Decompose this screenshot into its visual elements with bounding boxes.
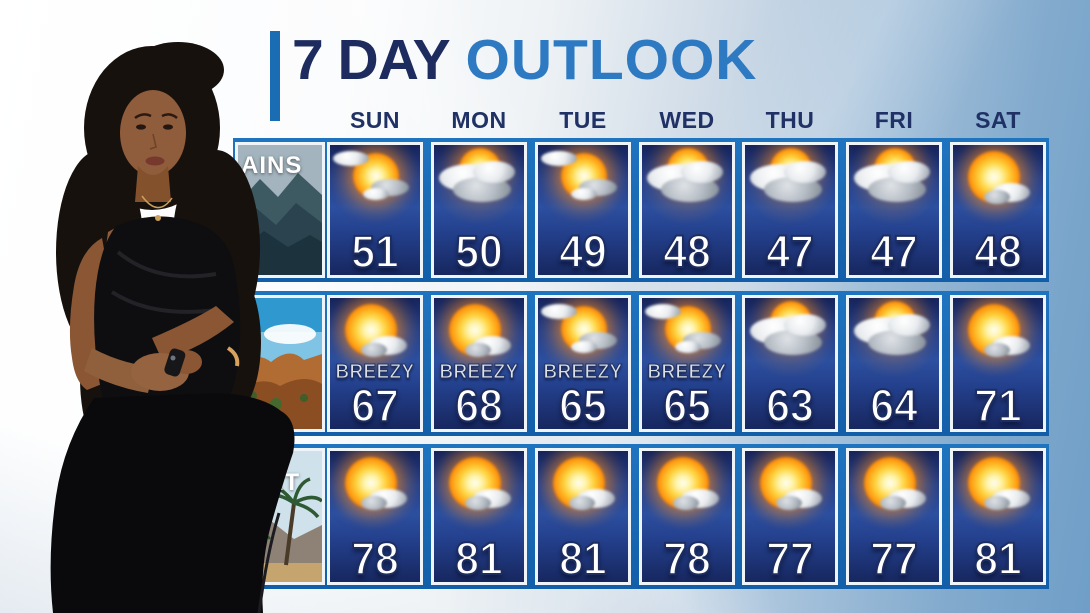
temperature-value: 77 <box>869 533 918 584</box>
forecast-cell: 47 <box>742 142 838 278</box>
day-header-sun: SUN <box>349 107 401 133</box>
weather-icon <box>330 298 420 377</box>
condition-badge: BREEZY <box>439 361 519 384</box>
temperature-value: 48 <box>973 226 1022 277</box>
temperature-value: 65 <box>662 380 711 431</box>
day-header-mon: MON <box>451 107 507 133</box>
temperature-value: 78 <box>662 533 711 584</box>
condition-badge: BREEZY <box>335 361 415 384</box>
weather-icon <box>538 451 628 530</box>
forecast-row-middle: BREEZY 67 BREEZY 68 BREEZY 65 BREEZY 65 … <box>233 291 1049 436</box>
presenter-pants <box>50 393 295 613</box>
title-accent-bar <box>270 31 280 121</box>
region-label-mountains: AINS <box>241 152 303 179</box>
weather-icon <box>538 145 628 224</box>
weather-icon <box>849 145 939 224</box>
presenter-ruffle <box>110 250 217 314</box>
weather-icon <box>745 145 835 224</box>
day-header-fri: FRI <box>874 107 914 133</box>
forecast-cell: 77 <box>846 448 942 585</box>
clicker-button <box>170 355 176 361</box>
day-header-thu: THU <box>765 107 815 133</box>
presenter-necklace <box>141 195 173 209</box>
weather-icon <box>953 451 1043 530</box>
forecast-cell: 63 <box>742 295 838 432</box>
forecast-row-desert: RT 78 81 81 78 77 77 <box>233 444 1049 589</box>
forecast-cell: 48 <box>639 142 735 278</box>
temperature-value: 47 <box>765 226 814 277</box>
temperature-value: 67 <box>350 380 399 431</box>
presenter-forearm-right <box>152 306 234 360</box>
forecast-cell: 78 <box>327 448 423 585</box>
temperature-value: 77 <box>765 533 814 584</box>
day-header-sat: SAT <box>975 107 1021 133</box>
weather-icon <box>330 451 420 530</box>
forecast-cell: 51 <box>327 142 423 278</box>
forecast-cell: 48 <box>950 142 1046 278</box>
forecast-cell: 50 <box>431 142 527 278</box>
forecast-cell: 77 <box>742 448 838 585</box>
weather-icon <box>434 145 524 224</box>
forecast-cell: 81 <box>535 448 631 585</box>
temperature-value: 63 <box>765 380 814 431</box>
weather-icon <box>538 298 628 377</box>
presenter-bracelet <box>226 346 240 367</box>
temperature-value: 64 <box>869 380 918 431</box>
forecast-cell: 81 <box>950 448 1046 585</box>
temperature-value: 81 <box>454 533 503 584</box>
weather-icon <box>642 451 732 530</box>
title-trailing: OUTLOOK <box>465 28 758 92</box>
forecast-cell: BREEZY 67 <box>327 295 423 432</box>
condition-badge: BREEZY <box>543 361 623 384</box>
page-title: 7 DAY OUTLOOK <box>292 26 757 94</box>
forecast-cell: BREEZY 65 <box>535 295 631 432</box>
forecast-cell: 49 <box>535 142 631 278</box>
condition-badge: BREEZY <box>647 361 727 384</box>
title-leading: 7 DAY <box>292 28 451 92</box>
weather-icon <box>434 451 524 530</box>
temperature-value: 71 <box>973 380 1022 431</box>
weather-icon <box>745 451 835 530</box>
temperature-value: 68 <box>454 380 503 431</box>
weather-presenter <box>50 42 295 613</box>
temperature-value: 81 <box>558 533 607 584</box>
day-header-wed: WED <box>659 107 715 133</box>
temperature-value: 50 <box>454 226 503 277</box>
forecast-cell: 78 <box>639 448 735 585</box>
forecast-cell: 71 <box>950 295 1046 432</box>
forecast-row-mountains: AINS 51 50 49 48 47 <box>233 138 1049 282</box>
forecast-cell: BREEZY 65 <box>639 295 735 432</box>
weather-icon <box>849 298 939 377</box>
forecast-cell: 64 <box>846 295 942 432</box>
weather-icon <box>849 451 939 530</box>
weather-icon <box>434 298 524 377</box>
presenter-clicker <box>164 348 186 377</box>
forecast-cell: 81 <box>431 448 527 585</box>
temperature-value: 47 <box>869 226 918 277</box>
weather-icon <box>745 298 835 377</box>
day-header-tue: TUE <box>559 107 607 133</box>
weather-icon <box>330 145 420 224</box>
temperature-value: 78 <box>350 533 399 584</box>
temperature-value: 81 <box>973 533 1022 584</box>
forecast-cell: BREEZY 68 <box>431 295 527 432</box>
weather-icon <box>642 145 732 224</box>
temperature-value: 49 <box>558 226 607 277</box>
temperature-value: 65 <box>558 380 607 431</box>
temperature-value: 48 <box>662 226 711 277</box>
temperature-value: 51 <box>350 226 399 277</box>
pants-seam <box>257 512 281 613</box>
weather-icon <box>953 298 1043 377</box>
weather-icon <box>642 298 732 377</box>
forecast-cell: 47 <box>846 142 942 278</box>
weather-icon <box>953 145 1043 224</box>
presenter-pendant <box>155 215 161 221</box>
